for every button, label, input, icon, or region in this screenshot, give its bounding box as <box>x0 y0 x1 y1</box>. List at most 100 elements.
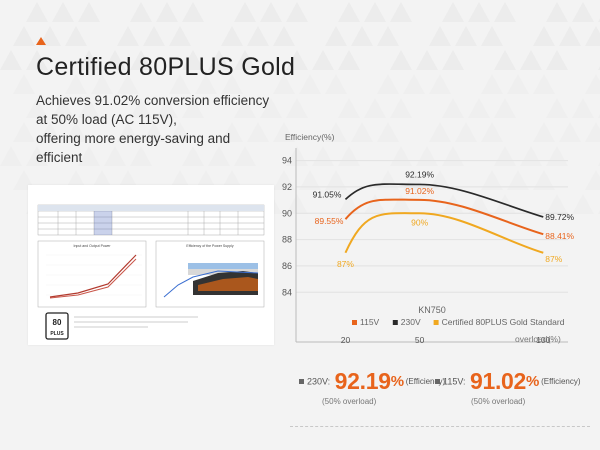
background-triangle <box>559 26 581 46</box>
divider <box>290 426 590 427</box>
background-triangle <box>377 122 399 142</box>
background-triangle <box>442 50 464 70</box>
summary-bullet-icon <box>435 379 440 384</box>
background-triangle <box>286 50 308 70</box>
background-triangle <box>572 2 594 22</box>
background-triangle <box>208 50 230 70</box>
background-triangle <box>52 2 74 22</box>
summary-bullet-icon <box>299 379 304 384</box>
background-triangle <box>442 98 464 118</box>
background-triangle <box>182 2 204 22</box>
background-triangle <box>507 170 529 190</box>
background-triangle <box>481 170 503 190</box>
background-triangle <box>494 2 516 22</box>
data-label: 89.55% <box>315 216 344 226</box>
background-triangle <box>520 50 542 70</box>
background-triangle <box>390 50 412 70</box>
background-triangle <box>546 50 568 70</box>
background-triangle <box>546 194 568 214</box>
background-triangle <box>234 146 256 166</box>
background-triangle <box>247 26 269 46</box>
y-tick-label: 92 <box>282 182 292 192</box>
data-label: 92.19% <box>405 169 434 179</box>
background-triangle <box>481 122 503 142</box>
summary-efficiency-label: (Efficiency) <box>541 377 581 386</box>
background-triangle <box>533 74 555 94</box>
background-triangle <box>533 170 555 190</box>
background-triangle <box>481 74 503 94</box>
data-label: 87% <box>545 254 562 264</box>
background-triangle <box>104 146 126 166</box>
background-triangle <box>364 194 386 214</box>
background-triangle <box>221 26 243 46</box>
accent-triangle-icon <box>36 37 46 45</box>
background-triangle <box>39 122 61 142</box>
background-triangle <box>481 26 503 46</box>
background-triangle <box>494 50 516 70</box>
legend-label: 115V <box>360 317 380 327</box>
background-triangle <box>429 26 451 46</box>
test-report-image: Input and Output Power Efficiency of the… <box>28 185 274 345</box>
background-triangle <box>286 2 308 22</box>
background-triangle <box>234 2 256 22</box>
x-tick-label: 50 <box>415 335 425 345</box>
summary-note: (50% overload) <box>322 397 377 406</box>
background-triangle <box>455 26 477 46</box>
background-triangle <box>468 2 490 22</box>
subtitle-line: Achieves 91.02% conversion efficiency <box>36 93 270 108</box>
background-triangle <box>26 98 48 118</box>
background-triangle <box>13 122 35 142</box>
background-triangle <box>169 122 191 142</box>
subtitle-line: efficient <box>36 150 83 165</box>
data-label: 91.05% <box>313 189 342 199</box>
background-triangle <box>299 170 321 190</box>
series-line <box>344 198 544 236</box>
summary-note: (50% overload) <box>471 397 526 406</box>
background-triangle <box>78 2 100 22</box>
background-triangle <box>273 170 295 190</box>
background-triangle <box>208 146 230 166</box>
background-triangle <box>117 122 139 142</box>
y-axis-title: Efficiency(%) <box>285 132 335 142</box>
chart-title: KN750 <box>418 305 446 315</box>
background-triangle <box>286 194 308 214</box>
summary-label: 230V: <box>307 376 331 387</box>
background-triangle <box>390 98 412 118</box>
logo-text-80: 80 <box>53 318 62 327</box>
summary-efficiency-label: (Efficiency) <box>405 377 446 386</box>
summary-115v: 115V: 91.02% (Efficiency) <box>435 368 581 395</box>
background-triangle <box>299 74 321 94</box>
background-triangle <box>559 122 581 142</box>
background-triangle <box>234 50 256 70</box>
summary-unit: % <box>390 373 404 390</box>
legend-swatch <box>352 320 357 325</box>
report-chart2-title: Efficiency of the Power Supply <box>186 244 233 248</box>
background-triangle <box>78 146 100 166</box>
background-triangle <box>130 50 152 70</box>
background-triangle <box>13 26 35 46</box>
background-triangle <box>572 98 594 118</box>
legend-label: 230V <box>401 317 421 327</box>
summary-value: 91.02 <box>469 368 527 394</box>
summary-230v: 230V: 92.19% (Efficiency) <box>299 368 445 395</box>
background-triangle <box>377 26 399 46</box>
background-triangle <box>494 98 516 118</box>
background-triangle <box>65 122 87 142</box>
page-title: Certified 80PLUS Gold <box>36 53 296 81</box>
background-triangle <box>143 26 165 46</box>
background-triangle <box>221 74 243 94</box>
background-triangle <box>0 50 22 70</box>
background-triangle <box>325 122 347 142</box>
background-triangle <box>65 26 87 46</box>
background-triangle <box>585 74 600 94</box>
background-triangle <box>572 194 594 214</box>
data-label: 88.41% <box>545 231 574 241</box>
background-triangle <box>130 98 152 118</box>
background-triangle <box>130 146 152 166</box>
background-triangle <box>26 2 48 22</box>
background-triangle <box>169 26 191 46</box>
summary-label: 115V: <box>443 376 466 387</box>
y-tick-label: 94 <box>282 156 292 166</box>
background-triangle <box>585 26 600 46</box>
